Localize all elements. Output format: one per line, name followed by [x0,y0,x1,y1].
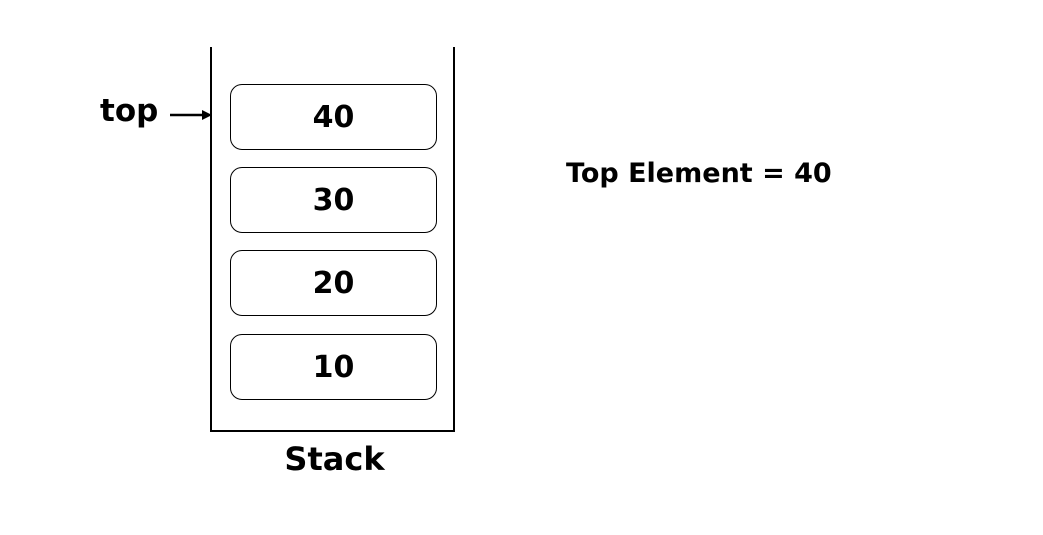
stack-item-top: 40 [230,84,437,150]
top-pointer-arrow-icon [170,110,212,120]
stack-item: 30 [230,167,437,233]
stack-item-bottom: 10 [230,334,437,400]
stack-label: Stack [284,440,385,478]
stack-item: 20 [230,250,437,316]
top-pointer-label: top [100,93,159,129]
stack-container [210,47,455,432]
top-element-result: Top Element = 40 [566,158,832,189]
